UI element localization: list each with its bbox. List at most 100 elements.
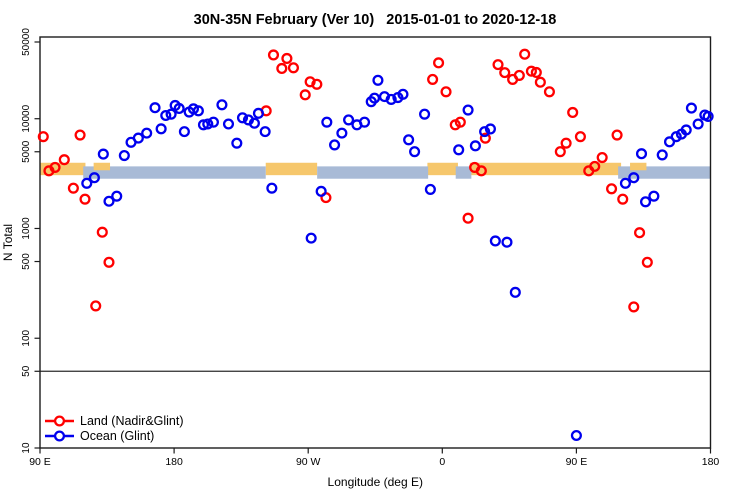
data-point — [267, 49, 280, 61]
data-point — [567, 106, 579, 119]
data-point — [692, 118, 704, 130]
plot-border — [39, 36, 712, 449]
data-point — [304, 76, 316, 88]
x-tick-label: 90 E — [29, 456, 51, 468]
y-tick-label: 5000 — [21, 140, 32, 163]
data-point — [231, 137, 243, 149]
land-band — [427, 162, 458, 176]
data-point — [519, 48, 531, 60]
data-point — [96, 226, 108, 238]
data-point — [534, 76, 546, 88]
data-point — [287, 62, 299, 74]
data-point — [305, 232, 317, 244]
land-sliver — [630, 162, 647, 171]
data-point — [276, 62, 288, 75]
data-point — [165, 108, 177, 120]
data-point — [462, 104, 474, 116]
data-point — [37, 131, 49, 143]
data-point — [499, 67, 511, 79]
data-point — [489, 235, 501, 247]
y-tick-label: 50 — [21, 365, 32, 377]
data-point — [222, 118, 235, 130]
data-point — [702, 110, 714, 122]
data-point — [570, 429, 582, 442]
legend-label: Land (Nadir&Glint) — [80, 414, 184, 428]
data-point — [88, 172, 100, 184]
data-point — [216, 99, 228, 111]
data-point — [663, 136, 676, 148]
data-point — [513, 69, 525, 81]
data-point — [611, 129, 623, 141]
data-point — [192, 105, 204, 117]
data-point — [424, 183, 436, 195]
y-axis: 10 50 100 500 1000 5000 10000 50000 — [21, 28, 40, 454]
legend-label: Ocean (Glint) — [80, 429, 154, 443]
data-point — [656, 149, 668, 161]
data-point — [454, 116, 466, 128]
data-point — [641, 256, 653, 268]
x-axis: 90 E 180 90 W 0 90 E 180 — [29, 448, 719, 468]
x-tick-label: 90 W — [296, 456, 321, 468]
data-point — [462, 212, 474, 224]
data-point — [141, 127, 153, 139]
data-point — [358, 116, 371, 128]
data-point — [103, 256, 115, 268]
data-point — [617, 193, 629, 205]
ocean-band — [83, 166, 266, 179]
data-point — [311, 78, 323, 90]
data-point — [118, 149, 130, 162]
data-point — [81, 177, 93, 189]
axis-labels: Longitude (deg E) N Total — [1, 224, 423, 489]
data-point — [74, 129, 86, 141]
legend: Land (Nadir&Glint)Ocean (Glint) — [45, 414, 184, 443]
data-point — [132, 132, 144, 144]
data-point — [427, 73, 439, 85]
data-point — [634, 227, 646, 239]
plot-box — [39, 36, 712, 449]
data-point — [596, 151, 608, 164]
data-point — [397, 88, 409, 100]
data-point — [619, 177, 631, 189]
data-point — [160, 109, 172, 122]
data-point — [409, 146, 421, 158]
data-point — [433, 57, 445, 69]
y-axis-title: N Total — [1, 224, 15, 261]
data-point — [509, 286, 521, 298]
data-point — [453, 144, 465, 156]
data-point — [574, 131, 586, 143]
data-point — [49, 161, 61, 173]
data-point — [343, 114, 355, 126]
data-point — [149, 102, 161, 114]
data-point — [628, 301, 640, 313]
data-point — [501, 236, 513, 248]
land-ocean-bands — [40, 162, 711, 179]
ocean-band — [317, 166, 429, 179]
data-point — [329, 139, 341, 151]
data-point — [484, 123, 496, 135]
data-point — [583, 165, 595, 177]
data-point — [525, 65, 537, 77]
data-point — [475, 165, 487, 177]
data-point — [111, 190, 123, 202]
y-tick-label: 10 — [21, 442, 32, 454]
data-point — [58, 154, 70, 166]
data-point — [543, 86, 555, 98]
x-tick-label: 90 E — [566, 456, 588, 468]
x-tick-label: 0 — [439, 456, 445, 468]
data-point — [336, 127, 348, 139]
data-point — [554, 146, 566, 158]
data-point — [635, 148, 648, 160]
data-point — [197, 119, 210, 131]
data-point — [79, 193, 91, 205]
data-point — [155, 123, 167, 135]
data-point — [368, 92, 381, 104]
data-point — [97, 148, 109, 160]
data-point — [315, 185, 327, 197]
data-points — [37, 48, 714, 442]
x-tick-label: 180 — [165, 456, 183, 468]
data-point — [372, 74, 384, 86]
data-point — [178, 126, 190, 138]
y-tick-label: 500 — [21, 253, 32, 270]
